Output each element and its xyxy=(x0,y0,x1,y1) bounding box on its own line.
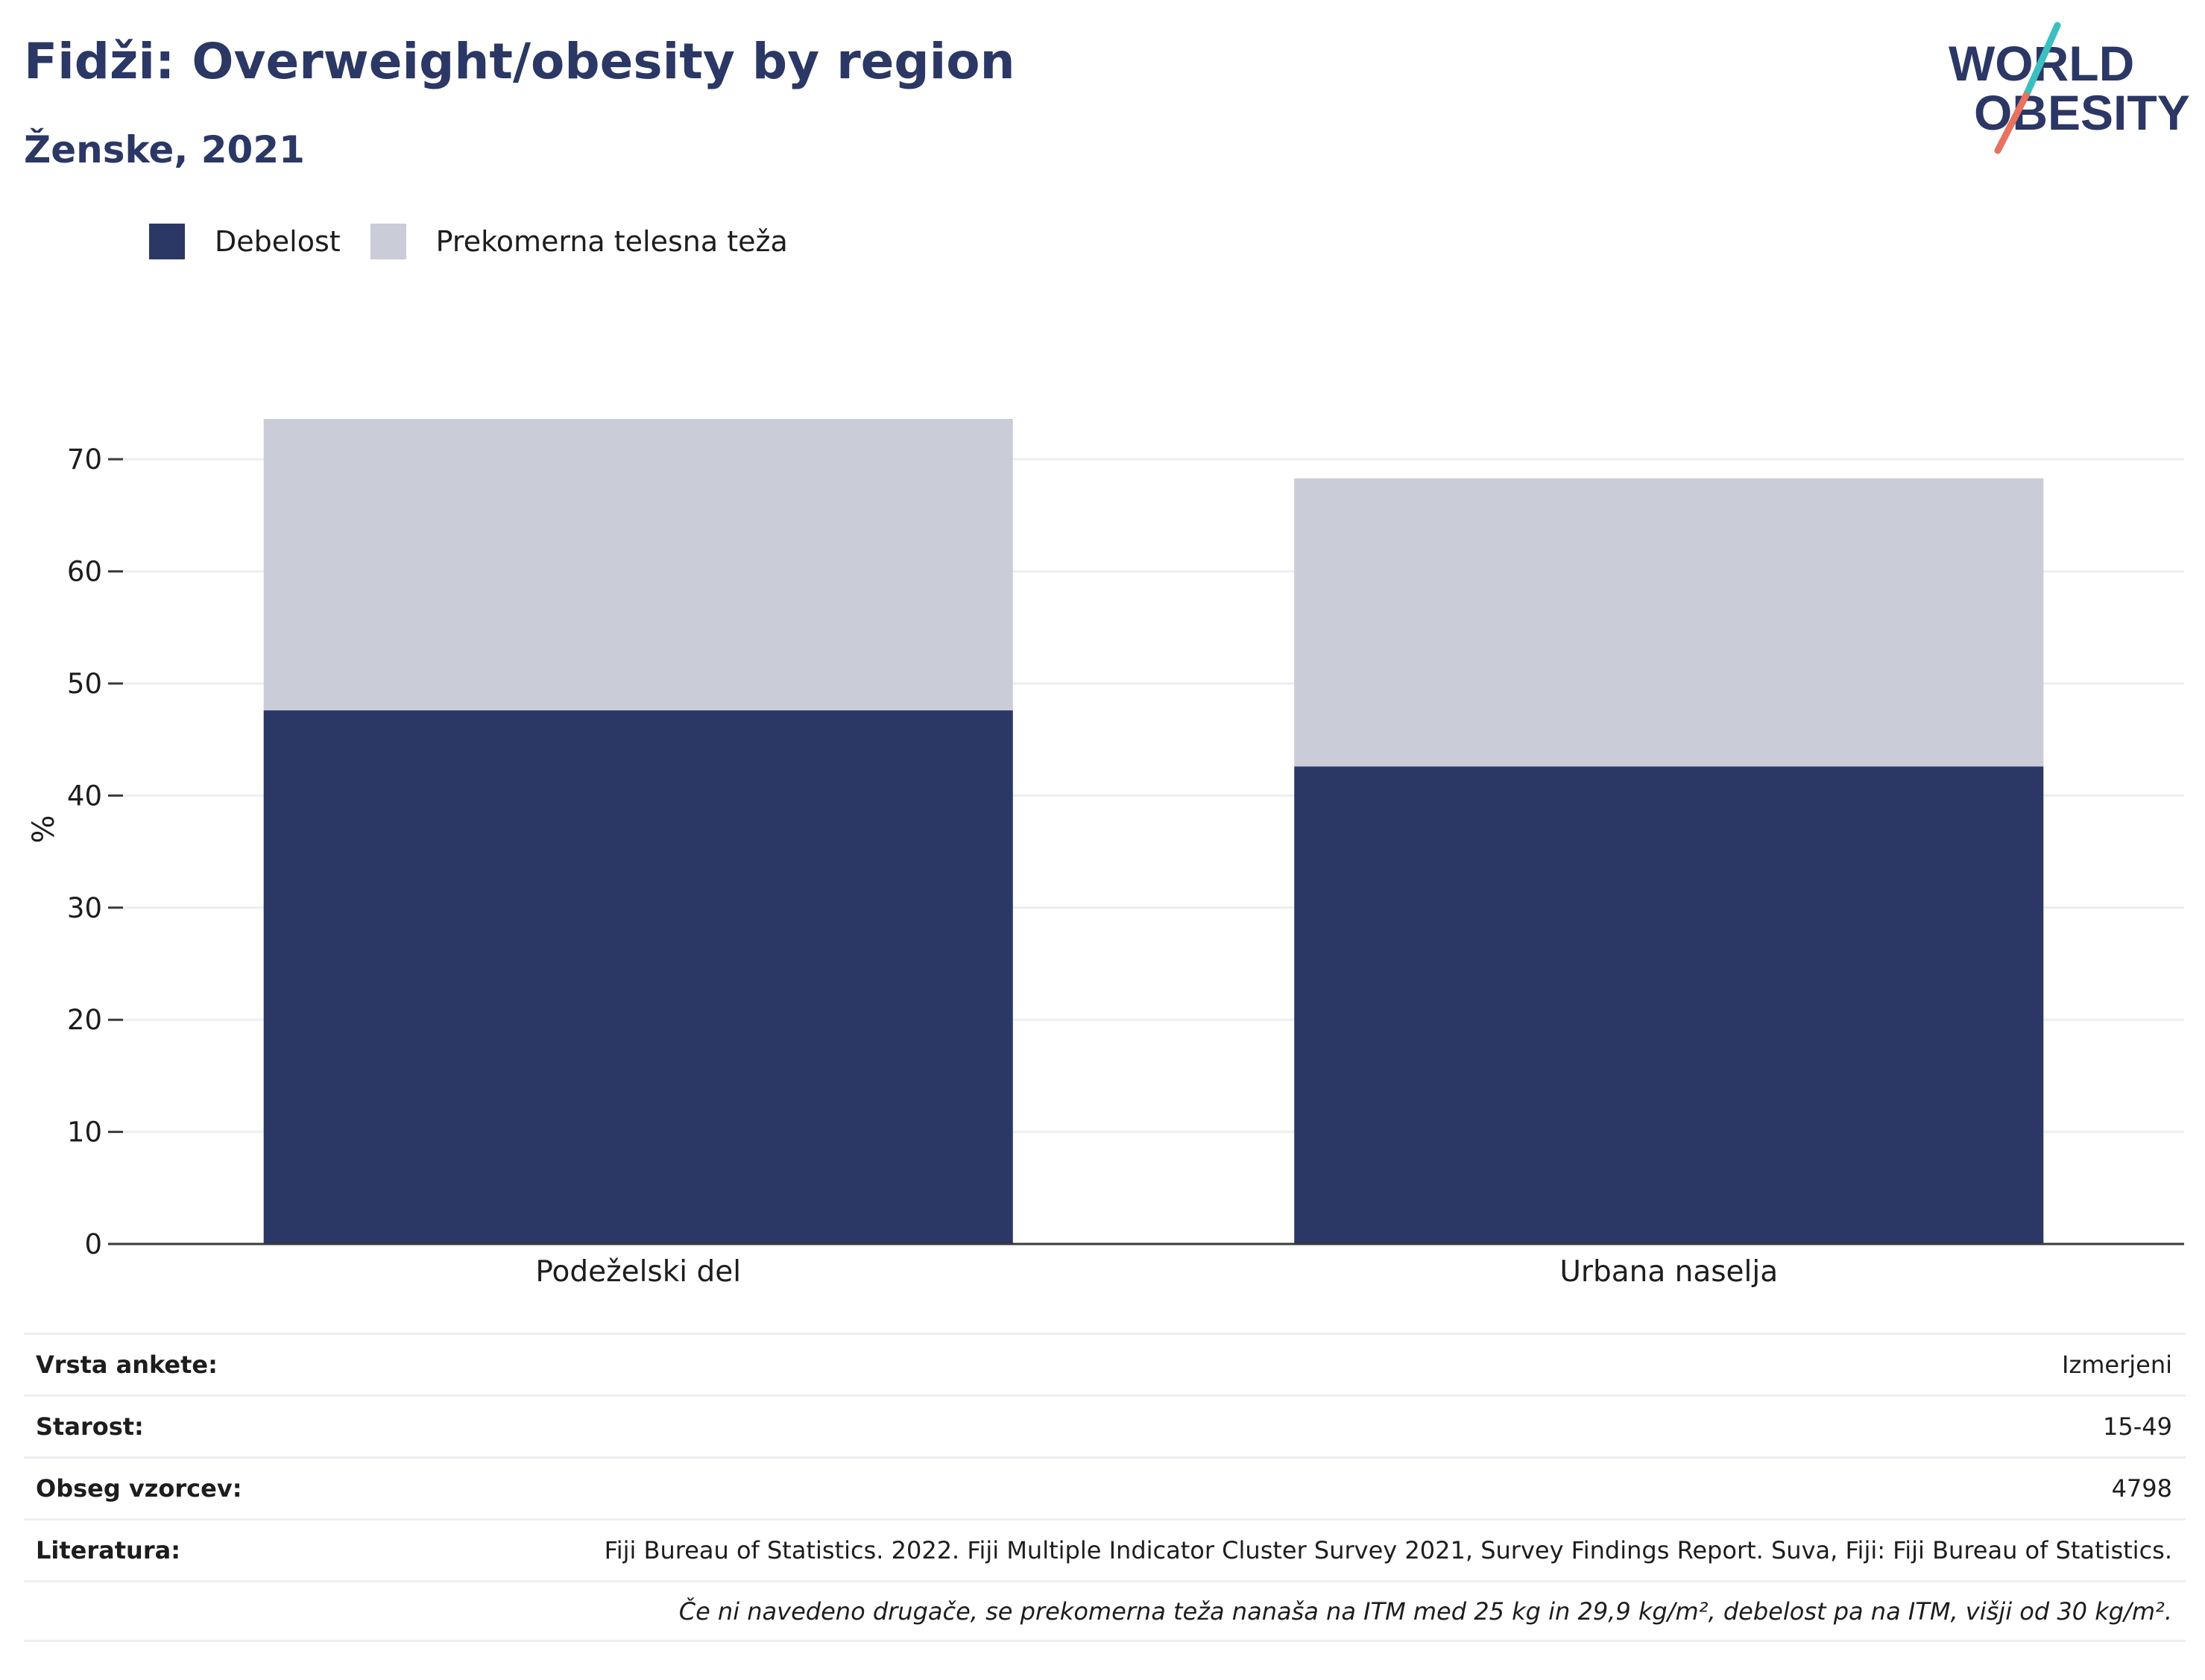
legend-label-overweight: Prekomerna telesna teža xyxy=(435,225,788,258)
metadata-row-sample-size: Obseg vzorcev: 4798 xyxy=(24,1456,2186,1518)
y-tick-label: 40 xyxy=(67,780,102,812)
y-tick-label: 0 xyxy=(84,1228,102,1260)
chart-title: Fidži: Overweight/obesity by region xyxy=(24,33,1015,90)
metadata-label: Obseg vzorcev: xyxy=(36,1474,242,1503)
legend-swatch-overweight xyxy=(370,224,406,259)
metadata-row-survey-type: Vrsta ankete: Izmerjeni xyxy=(24,1333,2186,1395)
legend-item-obesity[interactable]: Debelost xyxy=(149,224,341,259)
logo-slash-teal xyxy=(2022,22,2061,99)
y-axis-title: % xyxy=(27,815,61,843)
metadata-label: Starost: xyxy=(36,1412,144,1441)
y-tick-label: 30 xyxy=(67,892,102,924)
metadata-row-reference: Literatura: Fiji Bureau of Statistics. 2… xyxy=(24,1518,2186,1580)
y-tick-label: 70 xyxy=(67,443,102,476)
metadata-table: Vrsta ankete: Izmerjeni Starost: 15-49 O… xyxy=(24,1333,2186,1642)
metadata-label: Vrsta ankete: xyxy=(36,1351,218,1379)
bar-overweight-0 xyxy=(263,419,1013,711)
legend-item-overweight[interactable]: Prekomerna telesna teža xyxy=(370,224,788,259)
y-tick-label: 10 xyxy=(67,1117,102,1149)
legend-label-obesity: Debelost xyxy=(215,225,341,258)
metadata-value: Izmerjeni xyxy=(2062,1351,2172,1379)
logo-slash-coral xyxy=(1994,92,2030,154)
stacked-bar-chart: 0 10 20 30 40 50 60 70% Podeželski del Urbana nas… xyxy=(27,419,2184,1289)
y-tick-label: 50 xyxy=(67,668,102,700)
legend-swatch-obesity xyxy=(149,224,185,259)
metadata-value: 4798 xyxy=(2111,1474,2172,1503)
metadata-row-age: Starost: 15-49 xyxy=(24,1395,2186,1456)
y-tick-label: 20 xyxy=(67,1004,102,1036)
definition-note: Če ni navedeno drugače, se prekomerna te… xyxy=(678,1597,2172,1626)
chart-legend: Debelost Prekomerna telesna teža xyxy=(149,221,818,262)
world-obesity-logo: WORLD OBESITY xyxy=(1949,22,2190,154)
metadata-value: 15-49 xyxy=(2103,1412,2172,1441)
chart-subtitle: Ženske, 2021 xyxy=(24,128,305,171)
bar-obesity-1 xyxy=(1294,766,2044,1244)
x-tick-label: Urbana naselja xyxy=(1559,1255,1778,1289)
metadata-row-note: Če ni navedeno drugače, se prekomerna te… xyxy=(24,1580,2186,1642)
bar-obesity-0 xyxy=(263,710,1013,1244)
metadata-label: Literatura: xyxy=(36,1536,180,1564)
x-tick-label: Podeželski del xyxy=(535,1255,741,1289)
y-tick-label: 60 xyxy=(67,556,102,588)
bar-overweight-1 xyxy=(1294,478,2044,767)
metadata-value: Fiji Bureau of Statistics. 2022. Fiji Mu… xyxy=(604,1536,2172,1564)
